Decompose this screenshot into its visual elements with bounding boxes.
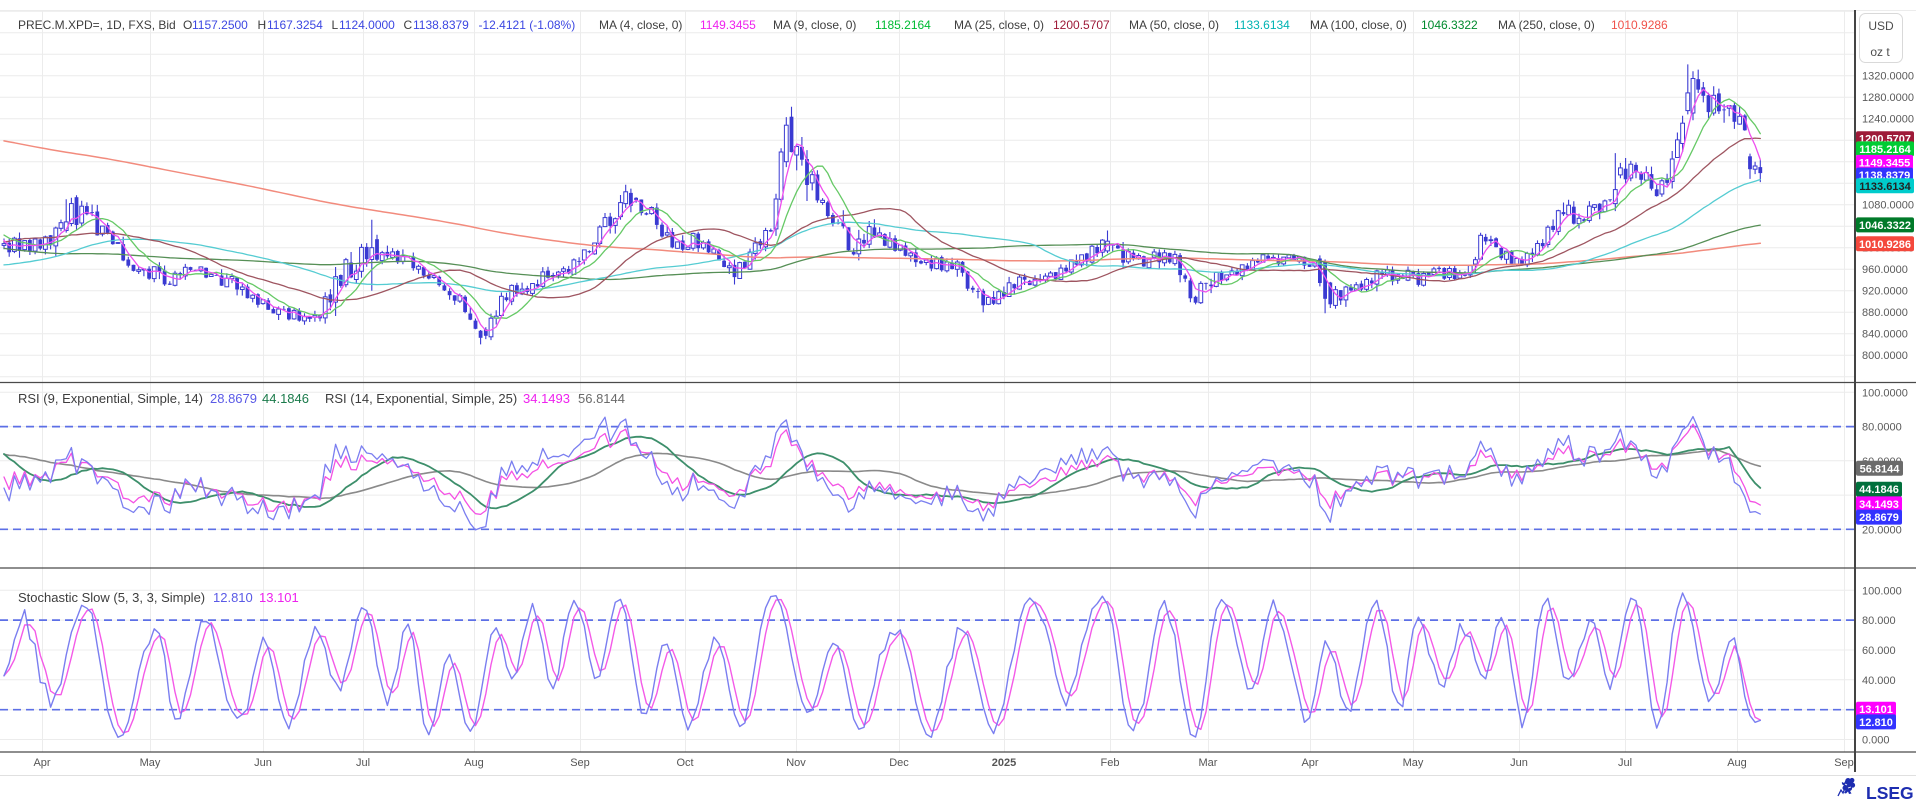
svg-text:1133.6134: 1133.6134 bbox=[1859, 181, 1911, 193]
svg-text:Apr: Apr bbox=[33, 757, 50, 769]
svg-text:80.000: 80.000 bbox=[1862, 615, 1896, 627]
svg-text:1124.0000: 1124.0000 bbox=[339, 18, 395, 32]
svg-text:Jul: Jul bbox=[1618, 757, 1632, 769]
svg-text:Apr: Apr bbox=[1301, 757, 1318, 769]
svg-text:Nov: Nov bbox=[786, 757, 806, 769]
svg-text:Mar: Mar bbox=[1199, 757, 1218, 769]
svg-text:80.0000: 80.0000 bbox=[1862, 422, 1902, 434]
svg-text:Feb: Feb bbox=[1101, 757, 1120, 769]
svg-text:13.101: 13.101 bbox=[259, 590, 299, 605]
svg-text:PREC.M.XPD=, 1D, FXS, Bid: PREC.M.XPD=, 1D, FXS, Bid bbox=[18, 18, 176, 32]
svg-text:12.810: 12.810 bbox=[213, 590, 253, 605]
svg-text:100.0000: 100.0000 bbox=[1862, 387, 1908, 399]
svg-text:LSEG: LSEG bbox=[1866, 783, 1914, 803]
svg-text:1138.8379: 1138.8379 bbox=[413, 18, 469, 32]
svg-text:1080.0000: 1080.0000 bbox=[1862, 200, 1914, 212]
svg-text:1185.2164: 1185.2164 bbox=[875, 18, 931, 32]
svg-text:Sep: Sep bbox=[1834, 757, 1854, 769]
svg-text:100.000: 100.000 bbox=[1862, 585, 1902, 597]
svg-text:Dec: Dec bbox=[889, 757, 909, 769]
svg-text:Jun: Jun bbox=[254, 757, 272, 769]
svg-text:1149.3455: 1149.3455 bbox=[1859, 157, 1910, 169]
svg-text:880.0000: 880.0000 bbox=[1862, 307, 1908, 319]
svg-text:1149.3455: 1149.3455 bbox=[700, 18, 756, 32]
svg-text:RSI (14, Exponential, Simple,: RSI (14, Exponential, Simple, 25) bbox=[325, 391, 517, 406]
svg-text:1240.0000: 1240.0000 bbox=[1862, 114, 1914, 126]
svg-text:0.000: 0.000 bbox=[1862, 735, 1890, 747]
svg-text:USD: USD bbox=[1868, 19, 1894, 33]
svg-text:1133.6134: 1133.6134 bbox=[1234, 18, 1290, 32]
svg-text:C: C bbox=[404, 18, 413, 32]
svg-text:MA (9, close, 0): MA (9, close, 0) bbox=[773, 18, 856, 32]
svg-text:RSI (9, Exponential, Simple, 1: RSI (9, Exponential, Simple, 14) bbox=[18, 391, 203, 406]
svg-text:1200.5707: 1200.5707 bbox=[1053, 18, 1110, 32]
svg-text:Aug: Aug bbox=[464, 757, 484, 769]
svg-text:34.1493: 34.1493 bbox=[1859, 499, 1899, 511]
svg-text:MA (4, close, 0): MA (4, close, 0) bbox=[599, 18, 682, 32]
svg-text:840.0000: 840.0000 bbox=[1862, 329, 1908, 341]
svg-text:Oct: Oct bbox=[676, 757, 693, 769]
svg-text:12.810: 12.810 bbox=[1859, 717, 1893, 729]
svg-text:Jul: Jul bbox=[356, 757, 370, 769]
svg-text:MA (50, close, 0): MA (50, close, 0) bbox=[1129, 18, 1219, 32]
svg-text:34.1493: 34.1493 bbox=[523, 391, 570, 406]
svg-text:44.1846: 44.1846 bbox=[262, 391, 309, 406]
svg-text:800.0000: 800.0000 bbox=[1862, 350, 1908, 362]
svg-text:1280.0000: 1280.0000 bbox=[1862, 92, 1914, 104]
svg-text:56.8144: 56.8144 bbox=[1860, 463, 1901, 475]
svg-text:MA (100, close, 0): MA (100, close, 0) bbox=[1310, 18, 1407, 32]
svg-text:44.1846: 44.1846 bbox=[1859, 484, 1899, 496]
svg-text:H: H bbox=[258, 18, 267, 32]
svg-text:Stochastic Slow (5, 3, 3, Simp: Stochastic Slow (5, 3, 3, Simple) bbox=[18, 590, 205, 605]
svg-text:May: May bbox=[1403, 757, 1424, 769]
svg-text:-12.4121 (-1.08%): -12.4121 (-1.08%) bbox=[479, 18, 576, 32]
svg-text:1157.2500: 1157.2500 bbox=[192, 18, 248, 32]
svg-text:60.000: 60.000 bbox=[1862, 645, 1896, 657]
svg-text:L: L bbox=[332, 18, 339, 32]
svg-text:920.0000: 920.0000 bbox=[1862, 286, 1908, 298]
svg-text:O: O bbox=[183, 18, 192, 32]
svg-text:oz t: oz t bbox=[1870, 45, 1890, 59]
svg-text:Sep: Sep bbox=[570, 757, 590, 769]
svg-text:1185.2164: 1185.2164 bbox=[1859, 144, 1911, 156]
svg-text:28.8679: 28.8679 bbox=[210, 391, 257, 406]
svg-text:Jun: Jun bbox=[1510, 757, 1528, 769]
svg-text:1046.3322: 1046.3322 bbox=[1859, 220, 1911, 232]
svg-text:56.8144: 56.8144 bbox=[578, 391, 625, 406]
svg-text:2025: 2025 bbox=[992, 757, 1016, 769]
svg-text:13.101: 13.101 bbox=[1859, 704, 1893, 716]
svg-text:960.0000: 960.0000 bbox=[1862, 264, 1908, 276]
svg-text:MA (250, close, 0): MA (250, close, 0) bbox=[1498, 18, 1595, 32]
svg-text:1046.3322: 1046.3322 bbox=[1421, 18, 1478, 32]
svg-text:1320.0000: 1320.0000 bbox=[1862, 71, 1914, 83]
svg-text:1010.9286: 1010.9286 bbox=[1611, 18, 1668, 32]
svg-text:20.0000: 20.0000 bbox=[1862, 524, 1902, 536]
svg-text:Aug: Aug bbox=[1727, 757, 1747, 769]
svg-text:May: May bbox=[140, 757, 161, 769]
svg-text:MA (25, close, 0): MA (25, close, 0) bbox=[954, 18, 1044, 32]
svg-text:40.000: 40.000 bbox=[1862, 675, 1896, 687]
svg-text:1167.3254: 1167.3254 bbox=[267, 18, 323, 32]
svg-text:28.8679: 28.8679 bbox=[1859, 512, 1899, 524]
svg-text:1010.9286: 1010.9286 bbox=[1859, 239, 1911, 251]
